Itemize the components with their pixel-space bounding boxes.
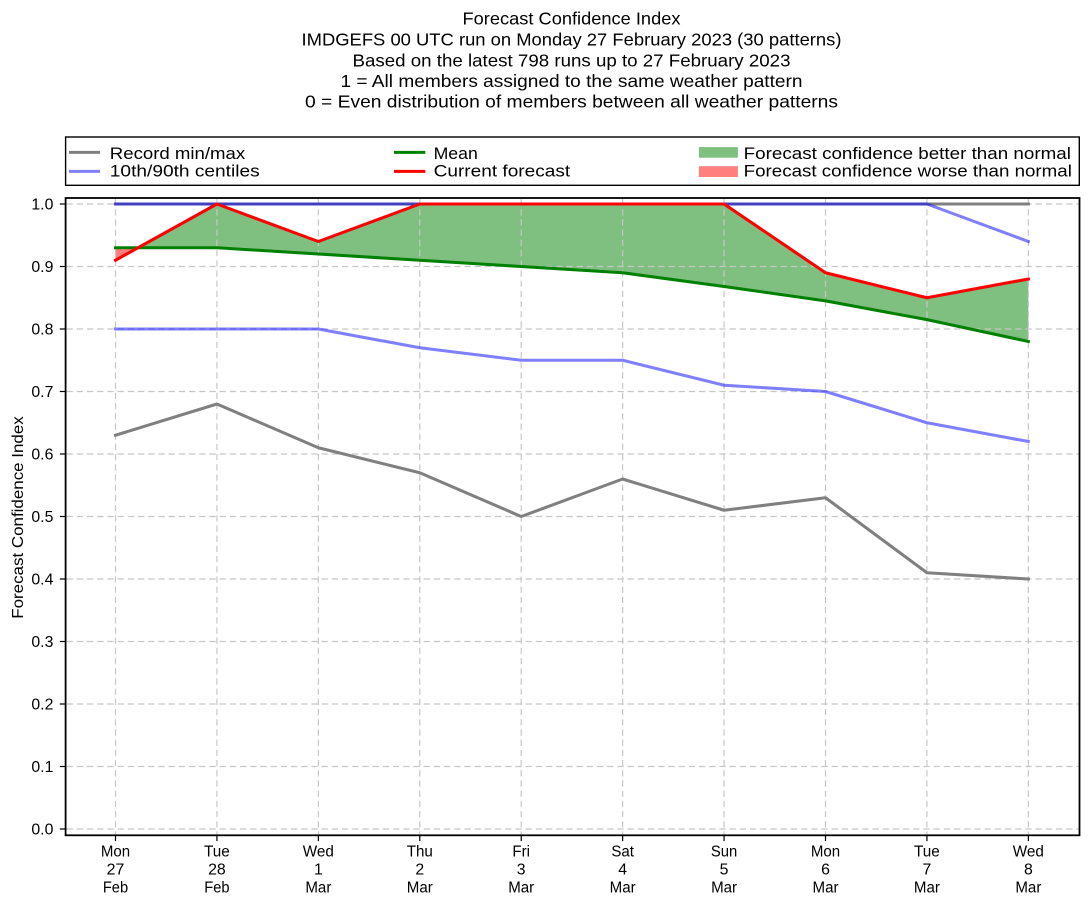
svg-text:Mean: Mean	[434, 144, 478, 163]
svg-text:5: 5	[720, 862, 729, 879]
svg-text:0.4: 0.4	[31, 572, 53, 589]
svg-text:0.7: 0.7	[31, 384, 53, 401]
svg-text:7: 7	[923, 862, 932, 879]
svg-text:IMDGEFS 00 UTC run on Monday 2: IMDGEFS 00 UTC run on Monday 27 February…	[302, 30, 842, 50]
svg-text:Forecast Confidence Index: Forecast Confidence Index	[463, 9, 681, 29]
svg-text:0.2: 0.2	[31, 697, 53, 714]
svg-text:Sat: Sat	[611, 844, 634, 861]
svg-text:Thu: Thu	[407, 844, 433, 861]
svg-text:0.3: 0.3	[31, 634, 53, 651]
svg-text:Sun: Sun	[711, 844, 737, 861]
svg-text:0 = Even distribution of membe: 0 = Even distribution of members between…	[305, 92, 838, 112]
svg-text:Mar: Mar	[305, 880, 331, 897]
svg-text:Forecast confidence better tha: Forecast confidence better than normal	[744, 144, 1071, 163]
svg-text:Wed: Wed	[303, 844, 334, 861]
svg-text:Mar: Mar	[914, 880, 940, 897]
svg-text:1.0: 1.0	[31, 197, 53, 214]
svg-text:0.1: 0.1	[31, 759, 53, 776]
svg-text:Feb: Feb	[204, 880, 229, 897]
svg-text:0.5: 0.5	[31, 509, 53, 526]
svg-text:Mon: Mon	[811, 844, 840, 861]
svg-text:Mar: Mar	[610, 880, 636, 897]
svg-text:Forecast Confidence Index: Forecast Confidence Index	[10, 416, 27, 619]
svg-text:Mar: Mar	[813, 880, 839, 897]
svg-text:27: 27	[107, 862, 125, 879]
svg-text:Wed: Wed	[1013, 844, 1044, 861]
svg-text:Feb: Feb	[103, 880, 128, 897]
svg-text:10th/90th centiles: 10th/90th centiles	[110, 162, 260, 181]
svg-text:Record min/max: Record min/max	[110, 144, 246, 163]
svg-text:28: 28	[208, 862, 226, 879]
svg-text:Forecast confidence worse than: Forecast confidence worse than normal	[744, 162, 1072, 181]
svg-text:Mar: Mar	[711, 880, 737, 897]
svg-text:Tue: Tue	[204, 844, 230, 861]
svg-text:8: 8	[1024, 862, 1033, 879]
svg-text:0.6: 0.6	[31, 447, 53, 464]
svg-text:Mar: Mar	[1015, 880, 1041, 897]
svg-text:1 = All members assigned to th: 1 = All members assigned to the same wea…	[341, 71, 803, 91]
svg-text:Mon: Mon	[101, 844, 130, 861]
svg-text:1: 1	[314, 862, 323, 879]
svg-text:0.0: 0.0	[31, 822, 53, 839]
svg-text:2: 2	[415, 862, 424, 879]
svg-text:Fri: Fri	[512, 844, 530, 861]
svg-text:0.9: 0.9	[31, 259, 53, 276]
svg-text:Tue: Tue	[914, 844, 940, 861]
svg-text:Current forecast: Current forecast	[434, 162, 571, 181]
svg-text:4: 4	[618, 862, 627, 879]
svg-text:Mar: Mar	[508, 880, 534, 897]
svg-text:Mar: Mar	[407, 880, 433, 897]
svg-text:0.8: 0.8	[31, 322, 53, 339]
svg-text:3: 3	[517, 862, 526, 879]
svg-text:Based on the latest 798 runs u: Based on the latest 798 runs up to 27 Fe…	[353, 51, 791, 71]
svg-text:6: 6	[821, 862, 830, 879]
